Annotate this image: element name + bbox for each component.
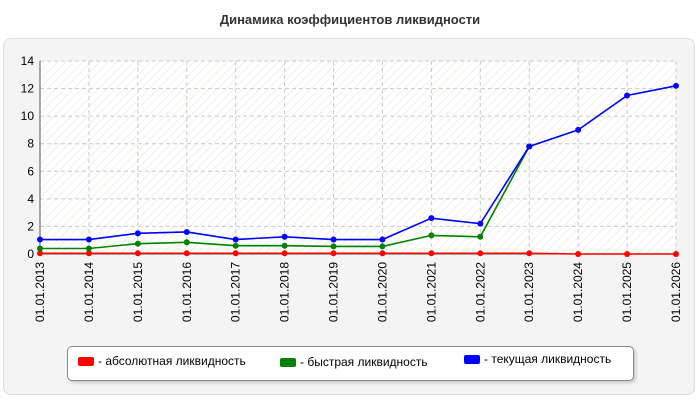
series-2-point-10 xyxy=(526,143,533,150)
series-2-point-3 xyxy=(183,228,190,235)
x-tick-label-6: 01.01.2019 xyxy=(327,262,341,322)
series-1-point-3 xyxy=(183,239,190,246)
series-2-point-13 xyxy=(673,82,679,89)
x-tick-label-2: 01.01.2015 xyxy=(131,262,145,322)
series-2-point-7 xyxy=(379,236,386,243)
series-0-point-7 xyxy=(379,250,386,257)
x-tick-label-7: 01.01.2020 xyxy=(375,262,389,322)
series-0-point-13 xyxy=(673,251,679,257)
x-tick-label-3: 01.01.2016 xyxy=(180,262,194,322)
series-0-point-3 xyxy=(183,250,190,257)
series-1-point-1 xyxy=(85,245,92,252)
x-tick-label-13: 01.01.2026 xyxy=(669,262,683,322)
y-tick-label-0: 0 xyxy=(27,247,34,261)
series-2-point-4 xyxy=(232,236,239,243)
y-tick-label-5: 10 xyxy=(21,109,35,123)
series-2-point-9 xyxy=(477,220,484,227)
series-0-point-4 xyxy=(232,250,239,257)
series-1-point-7 xyxy=(379,243,386,250)
x-tick-label-9: 01.01.2022 xyxy=(473,262,487,322)
y-tick-label-6: 12 xyxy=(21,82,35,96)
x-tick-label-5: 01.01.2018 xyxy=(278,262,292,322)
series-0-point-8 xyxy=(428,250,435,257)
series-0-point-9 xyxy=(477,250,484,257)
series-1-point-0 xyxy=(37,245,43,252)
series-0-point-5 xyxy=(281,250,288,257)
series-1-point-5 xyxy=(281,242,288,249)
series-1-point-9 xyxy=(477,233,484,240)
series-2-point-2 xyxy=(134,230,141,237)
series-0-point-12 xyxy=(624,251,631,257)
x-tick-label-4: 01.01.2017 xyxy=(229,262,243,322)
x-tick-label-11: 01.01.2024 xyxy=(571,262,585,322)
series-0-point-6 xyxy=(330,250,337,257)
plot-area xyxy=(40,61,676,254)
x-tick-label-0: 01.01.2013 xyxy=(33,262,47,322)
legend: - абсолютная ликвидность - быстрая ликви… xyxy=(67,346,634,381)
series-0-point-11 xyxy=(575,251,582,257)
legend-swatch-absolute xyxy=(78,356,94,366)
legend-label-quick: - быстрая ликвидность xyxy=(300,355,428,369)
series-2-point-0 xyxy=(37,236,43,243)
legend-item-current: - текущая ликвидность xyxy=(464,352,611,366)
series-0-point-10 xyxy=(526,250,533,257)
series-1-point-6 xyxy=(330,243,337,250)
series-2-point-11 xyxy=(575,126,582,133)
x-tick-label-8: 01.01.2021 xyxy=(424,262,438,322)
x-tick-label-12: 01.01.2025 xyxy=(620,262,634,322)
series-2-point-12 xyxy=(624,92,631,99)
x-tick-label-1: 01.01.2014 xyxy=(82,262,96,322)
legend-item-quick: - быстрая ликвидность xyxy=(280,355,428,369)
series-0-point-1 xyxy=(85,250,92,257)
series-2-point-1 xyxy=(85,236,92,243)
x-tick-label-10: 01.01.2023 xyxy=(522,262,536,322)
chart-title: Динамика коэффициентов ликвидности xyxy=(219,12,481,27)
legend-label-absolute: - абсолютная ликвидность xyxy=(98,354,246,368)
y-tick-label-1: 2 xyxy=(27,219,34,233)
series-line-0 xyxy=(40,252,676,255)
series-2-point-6 xyxy=(330,236,337,243)
series-1-point-2 xyxy=(134,240,141,247)
y-tick-label-2: 4 xyxy=(27,192,34,206)
series-0 xyxy=(37,250,679,257)
series-2-point-8 xyxy=(428,215,435,222)
legend-label-current: - текущая ликвидность xyxy=(484,352,612,366)
series-2 xyxy=(37,82,679,243)
series-1-point-4 xyxy=(232,242,239,249)
series-line-2 xyxy=(40,85,677,241)
series-0-point-0 xyxy=(37,250,43,257)
series-1-point-8 xyxy=(428,232,435,239)
y-tick-label-7: 14 xyxy=(21,54,35,68)
series-2-point-5 xyxy=(281,233,288,240)
legend-item-absolute: - абсолютная ликвидность xyxy=(78,354,246,368)
y-tick-label-4: 8 xyxy=(27,137,34,151)
y-tick-label-3: 6 xyxy=(27,164,34,178)
legend-swatch-current xyxy=(464,354,480,364)
series-0-point-2 xyxy=(134,250,141,257)
legend-swatch-quick xyxy=(280,357,296,367)
